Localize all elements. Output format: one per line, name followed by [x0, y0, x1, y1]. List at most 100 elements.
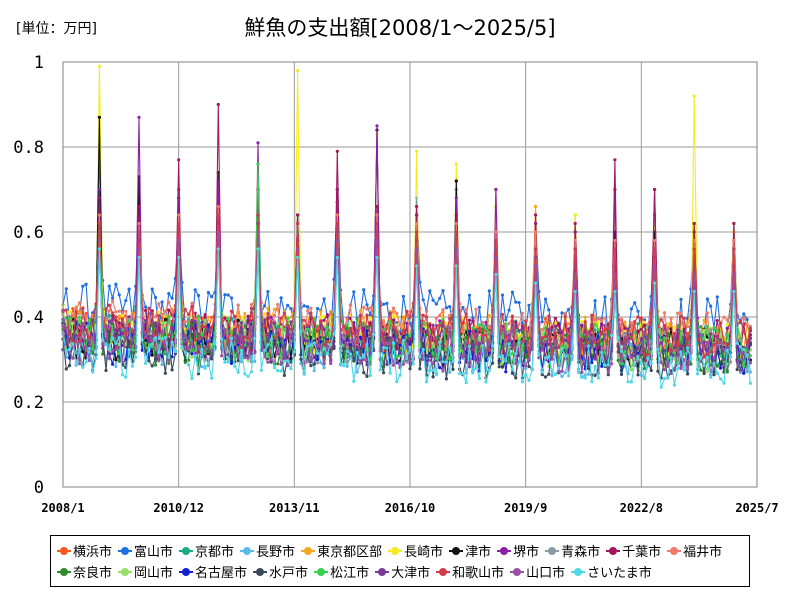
- data-point: [676, 311, 680, 315]
- data-point: [431, 361, 435, 365]
- data-point: [286, 316, 290, 320]
- data-point: [388, 311, 392, 315]
- data-point: [249, 370, 253, 374]
- data-point: [296, 221, 300, 226]
- data-point: [114, 282, 118, 286]
- data-point: [415, 149, 419, 153]
- data-point: [319, 361, 323, 365]
- data-point: [322, 318, 326, 322]
- data-point: [603, 295, 607, 299]
- data-point: [312, 362, 316, 366]
- data-point: [196, 315, 201, 319]
- legend-item: 堺市: [497, 540, 539, 561]
- data-point: [372, 332, 376, 336]
- x-tick-label: 2016/10: [385, 501, 436, 515]
- data-point: [563, 311, 567, 315]
- data-point: [567, 307, 571, 311]
- data-point: [401, 316, 405, 320]
- data-point: [629, 336, 634, 341]
- data-point: [745, 317, 749, 321]
- x-tick-label: 2010/12: [153, 501, 204, 515]
- data-point: [91, 346, 95, 351]
- data-point: [550, 374, 554, 378]
- data-point: [177, 213, 181, 217]
- data-point: [583, 315, 587, 319]
- data-point: [560, 374, 564, 378]
- data-point: [196, 341, 201, 345]
- data-point: [448, 357, 452, 361]
- data-point: [643, 318, 647, 322]
- data-point: [111, 317, 115, 321]
- data-point: [167, 361, 171, 365]
- data-point: [491, 344, 495, 348]
- data-point: [97, 115, 101, 119]
- data-point: [481, 335, 485, 339]
- data-point: [679, 297, 683, 301]
- data-point: [613, 158, 617, 162]
- data-point: [114, 332, 118, 336]
- data-point: [144, 338, 148, 342]
- data-point: [107, 320, 111, 324]
- data-point: [477, 376, 481, 381]
- data-point: [335, 238, 339, 243]
- data-point: [686, 367, 690, 372]
- data-point: [636, 355, 640, 359]
- data-point: [659, 360, 663, 364]
- legend-label: 福井市: [683, 545, 723, 560]
- data-point: [484, 333, 488, 337]
- y-tick-label: 1: [34, 53, 44, 73]
- data-point: [504, 318, 508, 322]
- data-point: [147, 346, 151, 350]
- data-point: [306, 305, 310, 309]
- data-point: [286, 359, 290, 363]
- data-point: [454, 264, 458, 268]
- data-point: [282, 373, 286, 377]
- data-point: [170, 309, 174, 313]
- data-point: [236, 370, 240, 374]
- data-point: [732, 289, 736, 294]
- data-point: [500, 328, 505, 332]
- data-point: [84, 346, 88, 350]
- data-point: [299, 329, 303, 333]
- data-point: [557, 322, 561, 327]
- data-point: [286, 363, 290, 367]
- data-point: [365, 342, 369, 346]
- data-point: [153, 321, 158, 325]
- legend-item: 福井市: [667, 540, 722, 561]
- data-point: [157, 314, 161, 318]
- data-point: [600, 342, 604, 346]
- data-point: [510, 371, 514, 375]
- data-point: [306, 339, 310, 343]
- data-point: [474, 325, 478, 329]
- data-point: [114, 347, 118, 351]
- data-point: [405, 360, 409, 364]
- data-point: [441, 289, 445, 293]
- data-point: [223, 316, 227, 320]
- data-point: [348, 327, 353, 331]
- data-point: [236, 318, 240, 322]
- data-point: [676, 367, 680, 371]
- data-point: [147, 306, 151, 310]
- data-point: [702, 318, 706, 322]
- data-point: [339, 363, 343, 367]
- data-point: [130, 348, 134, 352]
- data-point: [524, 367, 528, 371]
- data-point: [398, 354, 402, 358]
- data-point: [686, 331, 690, 335]
- data-point: [299, 357, 303, 361]
- data-point: [619, 359, 624, 363]
- data-point: [484, 359, 488, 363]
- data-point: [385, 323, 389, 327]
- data-point: [111, 336, 115, 340]
- data-point: [398, 340, 402, 344]
- data-point: [160, 329, 164, 333]
- data-point: [345, 332, 349, 336]
- data-point: [236, 340, 240, 344]
- data-point: [190, 332, 194, 336]
- data-point: [253, 359, 257, 363]
- data-point: [81, 284, 85, 288]
- data-point: [180, 345, 184, 349]
- data-point: [71, 321, 75, 325]
- data-point: [302, 304, 306, 308]
- data-point: [583, 345, 587, 349]
